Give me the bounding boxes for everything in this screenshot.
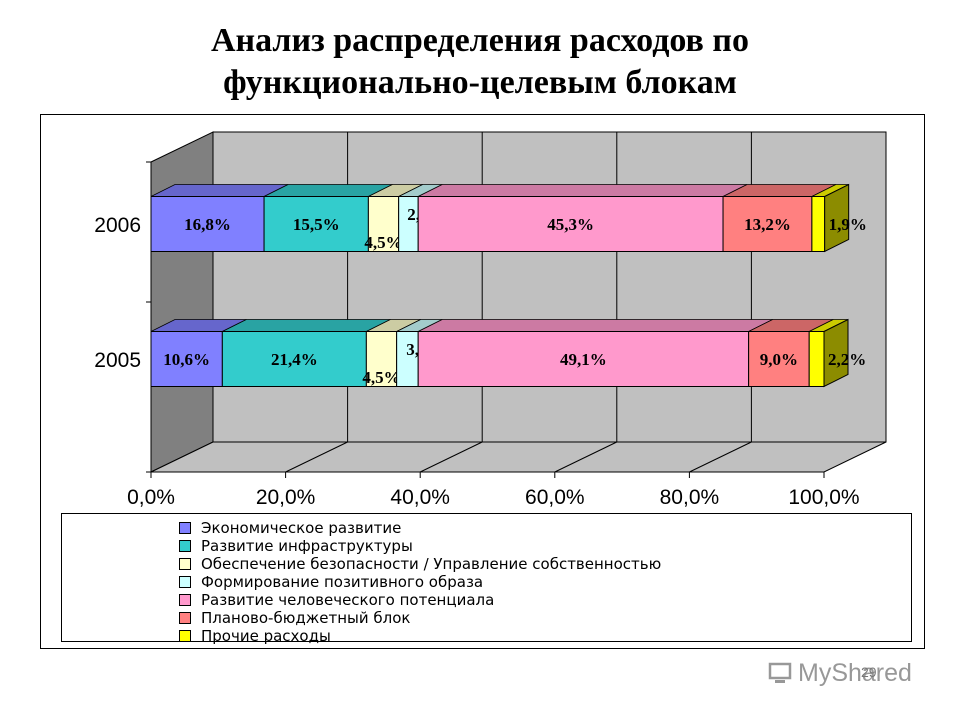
legend-swatch — [179, 594, 191, 606]
page-number: 29 — [861, 664, 877, 680]
chart-title-line-2: функционально-целевым блокам — [223, 64, 737, 101]
bar-segment — [221, 331, 367, 387]
x-tick-label: 0,0% — [127, 486, 175, 509]
bar-segment — [417, 331, 750, 387]
legend-item: Планово-бюджетный блок — [179, 609, 410, 627]
chart-title-line-1: Анализ распределения расходов по — [210, 22, 750, 59]
data-label: 21,4% — [271, 350, 318, 369]
bar-segment — [722, 196, 813, 252]
watermark-text: MyShared — [798, 658, 912, 687]
legend-label: Развитие инфраструктуры — [201, 537, 413, 555]
legend-swatch — [179, 576, 191, 588]
plot-back-wall — [212, 131, 887, 443]
legend-item: Экономическое развитие — [179, 519, 401, 537]
data-label: 45,3% — [547, 215, 594, 234]
x-tick-label: 100,0% — [788, 486, 859, 509]
legend-label: Прочие расходы — [201, 627, 331, 645]
bar-side-face — [824, 183, 850, 253]
data-label: 9,0% — [760, 350, 798, 369]
legend-swatch — [179, 540, 191, 552]
bar-segment — [811, 196, 826, 252]
watermark-logo-icon — [768, 662, 792, 683]
watermark: MyShared — [768, 658, 912, 688]
legend-label: Обеспечение безопасности / Управление со… — [201, 555, 662, 573]
legend-item: Развитие инфраструктуры — [179, 537, 413, 555]
bar-segment — [748, 331, 810, 387]
legend-label: Формирование позитивного образа — [201, 573, 484, 591]
x-tick-label: 40,0% — [390, 486, 450, 509]
legend-item: Обеспечение безопасности / Управление со… — [179, 555, 661, 573]
plot-side-wall — [150, 131, 214, 473]
x-tick-label: 20,0% — [256, 486, 316, 509]
data-label: 4,5% — [362, 368, 400, 387]
bar-top-face — [222, 319, 391, 332]
bar-segment — [417, 196, 724, 252]
bar-segment — [263, 196, 369, 252]
bar-segment — [365, 331, 398, 387]
y-tick-label: 2006 — [94, 214, 141, 237]
legend-swatch — [179, 522, 191, 534]
data-label: 49,1% — [560, 350, 607, 369]
data-label: 13,2% — [744, 215, 791, 234]
legend-label: Развитие человеческого потенциала — [201, 591, 495, 609]
legend-swatch — [179, 612, 191, 624]
chart-legend: Экономическое развитие Развитие инфрастру… — [61, 513, 912, 645]
data-label: 4,5% — [364, 233, 402, 252]
chart-plot: 0,0% 20,0% 40,0% 60,0% 80,0% 100,0% 2006 2005 16… — [94, 131, 887, 509]
data-label: 1,9% — [829, 215, 867, 234]
x-tick-label: 60,0% — [525, 486, 585, 509]
legend-label: Планово-бюджетный блок — [201, 609, 411, 627]
legend-item: Развитие человеческого потенциала — [179, 591, 494, 609]
bar-side-face — [823, 318, 849, 388]
gridline-floor — [285, 441, 348, 473]
legend-swatch — [179, 630, 191, 642]
bar-segment — [367, 196, 400, 252]
chart-title: Анализ распределения расходов по функцио… — [0, 20, 960, 104]
data-label: 10,6% — [163, 350, 210, 369]
legend-item: Прочие расходы — [179, 627, 331, 645]
bar-top-face — [418, 184, 748, 197]
gridline-floor — [419, 441, 483, 473]
legend-label: Экономическое развитие — [201, 519, 402, 537]
bar-segment — [808, 331, 825, 387]
legend-item: Формирование позитивного образа — [179, 573, 483, 591]
chart-frame: 0,0% 20,0% 40,0% 60,0% 80,0% 100,0% 2006 2005 16… — [40, 114, 925, 649]
bar-top-face — [418, 319, 773, 332]
x-tick-label: 80,0% — [660, 486, 720, 509]
legend-swatch — [179, 558, 191, 570]
gridline-floor — [554, 441, 618, 473]
data-label: 15,5% — [293, 215, 340, 234]
bar-segment — [150, 331, 223, 387]
data-label: 2,2% — [828, 350, 866, 369]
plot-floor — [150, 441, 887, 473]
y-tick-label: 2005 — [94, 349, 141, 372]
data-label: 16,8% — [184, 215, 231, 234]
gridline-floor — [689, 441, 752, 473]
